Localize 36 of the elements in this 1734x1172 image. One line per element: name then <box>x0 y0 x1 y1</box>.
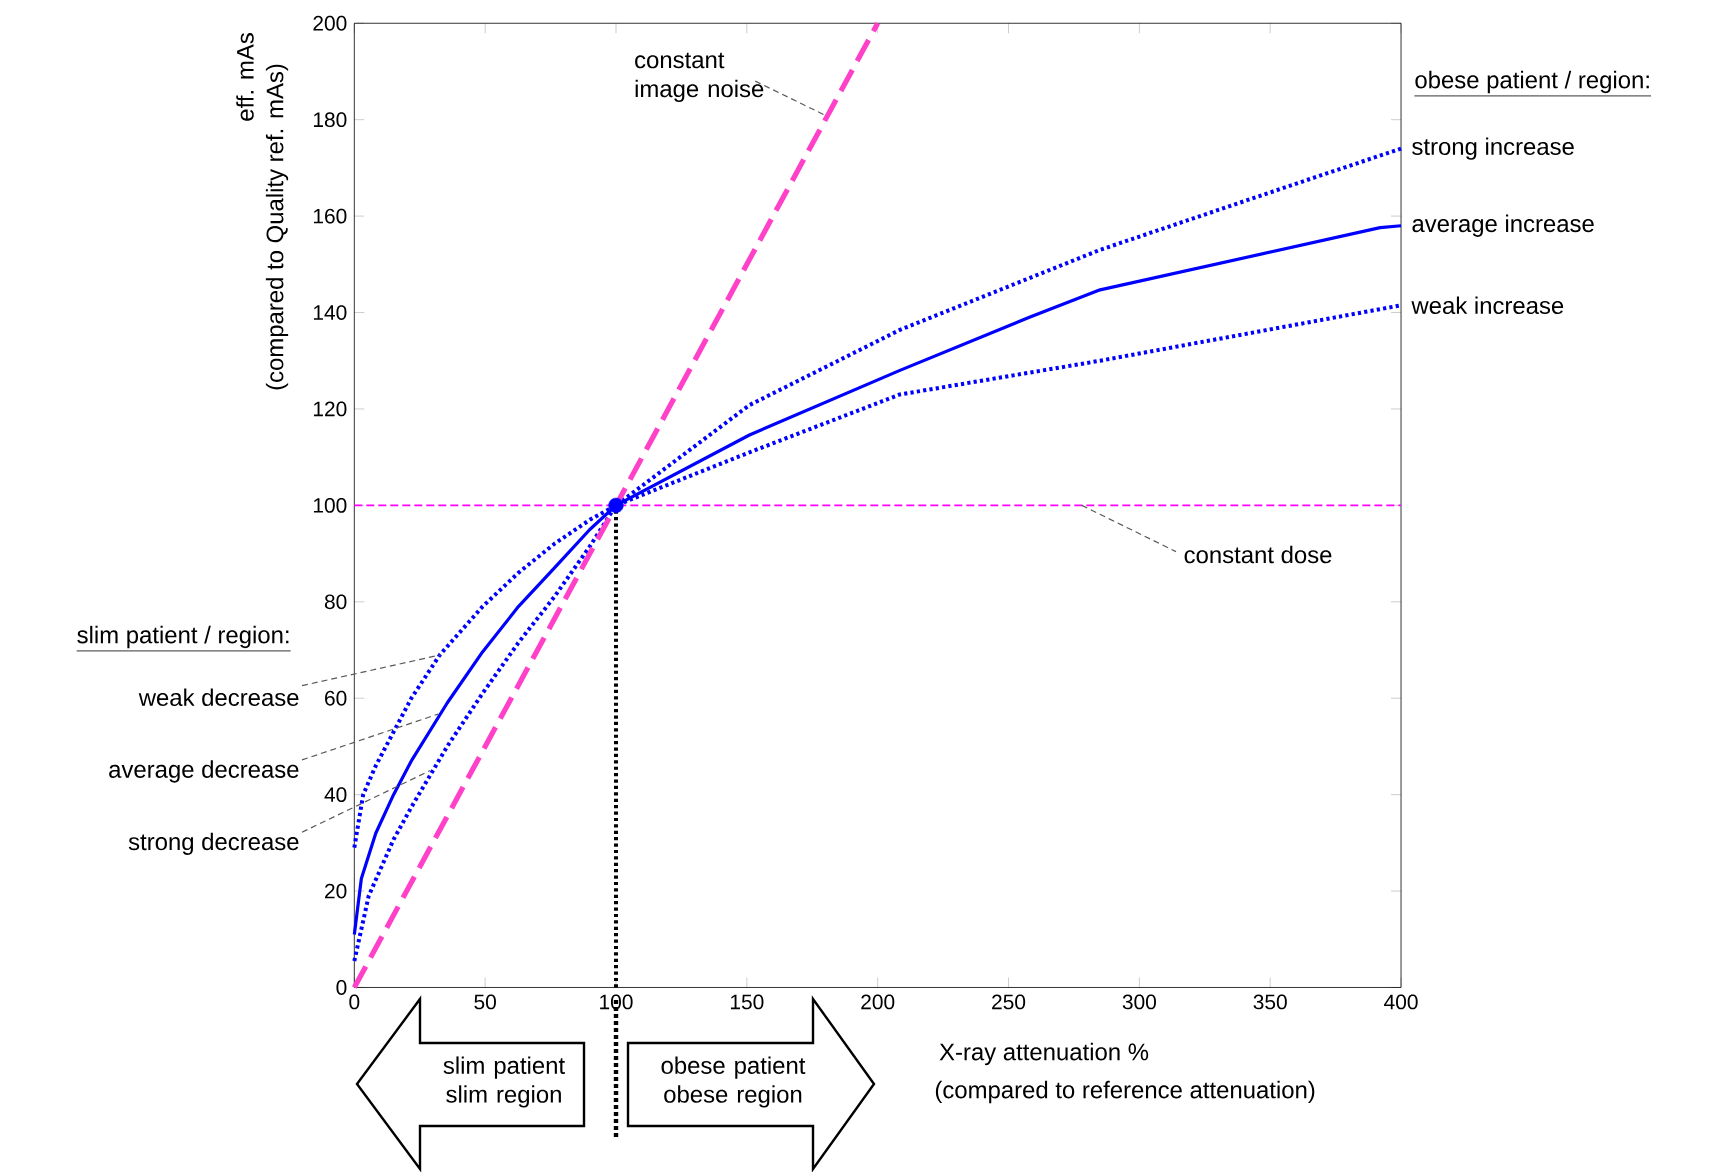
y-tick-label: 100 <box>313 497 347 513</box>
annotation: strong increase <box>1412 137 1574 160</box>
annotation: weak decrease <box>138 688 299 707</box>
x-tick-label: 150 <box>730 994 764 1010</box>
x-tick-label: 400 <box>1384 994 1418 1010</box>
text: obese patient / region: <box>1415 70 1649 94</box>
x-tick-label: 300 <box>1122 994 1156 1010</box>
x-tick-label: 100 <box>600 994 633 1010</box>
y-tick-label: 160 <box>313 208 347 224</box>
text: constant image noise <box>635 52 764 102</box>
text: (compared to Quality ref. mAs) <box>265 64 289 390</box>
x-tick-label: 0 <box>349 994 360 1010</box>
y-tick-label: 80 <box>324 594 347 610</box>
y-tick-label: 140 <box>313 305 347 320</box>
x-tick-label: 250 <box>992 994 1026 1010</box>
annotation: average decrease <box>109 760 299 783</box>
y-tick-label: 40 <box>324 787 347 803</box>
ref-line-label: constant dose <box>1184 545 1332 564</box>
text: slim patient / region: <box>77 625 289 649</box>
x-tick-label: 50 <box>474 994 496 1010</box>
annotation: strong decrease <box>128 832 299 855</box>
x-tick-label: 200 <box>861 994 895 1010</box>
text: slim patient slim region <box>443 1056 565 1108</box>
y-tick-label: 120 <box>313 401 347 417</box>
y-tick-label: 200 <box>313 15 347 31</box>
y-tick-label: 180 <box>313 112 347 128</box>
y-tick-label: 0 <box>336 980 347 995</box>
text: (compared to reference attenuation) <box>935 1080 1315 1104</box>
y-tick-label: 20 <box>325 883 347 899</box>
y-tick-label: 60 <box>325 690 347 706</box>
x-tick-label: 350 <box>1253 994 1287 1010</box>
y-axis-title: eff. mAs <box>236 33 254 121</box>
x-axis-title: X-ray attenuation % <box>939 1042 1149 1066</box>
annotation: weak increase <box>1411 296 1564 315</box>
annotation: average increase <box>1412 214 1594 237</box>
text: obese patient obese region <box>661 1056 806 1108</box>
